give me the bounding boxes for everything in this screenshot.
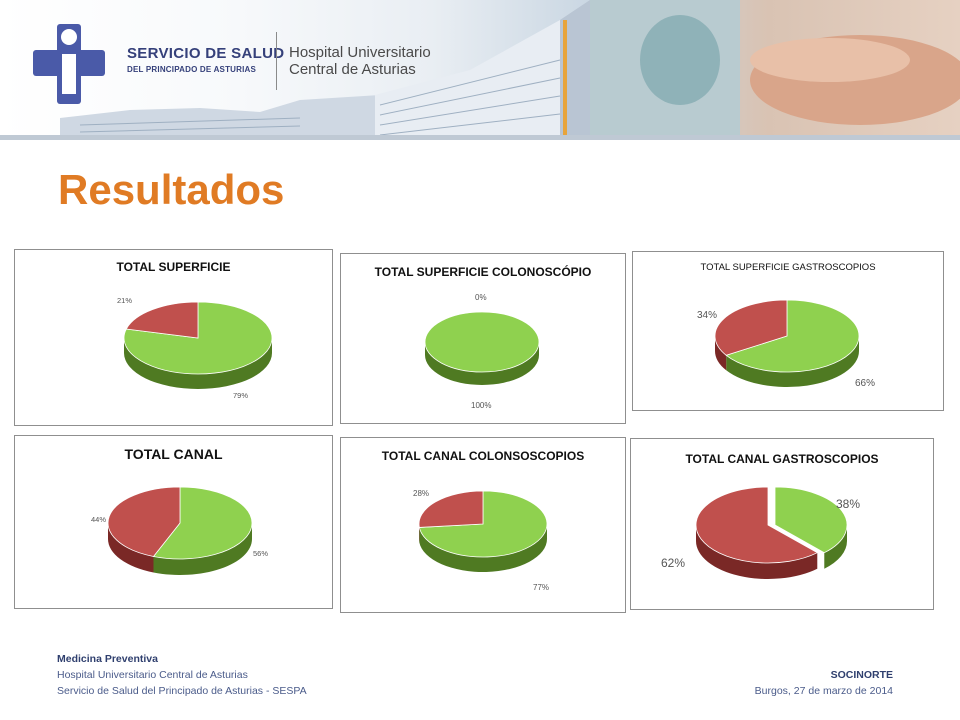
footer-place-date: Burgos, 27 de marzo de 2014 [754, 685, 893, 697]
chart-title: TOTAL CANAL COLONSOSCOPIOS [381, 449, 585, 463]
pie-slice-side [696, 525, 818, 579]
sespa-logo-icon [33, 24, 105, 104]
org-name: SERVICIO DE SALUD DEL PRINCIPADO DE ASTU… [127, 45, 284, 74]
hands-image [750, 35, 960, 125]
footer-right: SOCINORTE Burgos, 27 de marzo de 2014 [755, 667, 893, 699]
chart-panel-total-canal-gastroscopios: TOTAL CANAL GASTROSCOPIOS 38% 62% [630, 438, 934, 610]
pie-slice [774, 486, 848, 554]
pie-slice [107, 486, 181, 557]
pie-chart [695, 486, 848, 579]
chart-panel-total-superficie-gastroscopios: TOTAL SUPERFICIE GASTROSCOPIOS 66% 34% [632, 251, 944, 411]
pie-slice [418, 490, 484, 528]
data-label: 34% [697, 310, 718, 321]
pie-slice-side [726, 336, 859, 387]
pie-slice [424, 311, 540, 373]
chart-title: TOTAL SUPERFICIE COLONOSCÓPIO [374, 265, 592, 279]
logo-area: SERVICIO DE SALUD DEL PRINCIPADO DE ASTU… [0, 0, 460, 140]
hospital-line-1: Hospital Universitario [289, 44, 431, 61]
pie-slice-side [419, 524, 547, 572]
hospital-name: Hospital Universitario Central de Asturi… [289, 44, 431, 78]
pie-slice-side [824, 525, 847, 569]
pie-chart [123, 301, 273, 389]
pie-slice-side [425, 342, 539, 385]
pie-slice-side [108, 523, 154, 573]
chart-title: TOTAL CANAL GASTROSCOPIOS [685, 452, 879, 466]
org-line-1: SERVICIO DE SALUD [127, 45, 285, 62]
logo-divider [276, 32, 277, 90]
pie-slice-side [153, 523, 253, 575]
footer-event: SOCINORTE [830, 669, 893, 681]
data-label: 79% [233, 391, 249, 400]
slide-title: Resultados [58, 166, 285, 213]
hospital-building-image [60, 0, 590, 140]
pie-slice [125, 301, 199, 339]
pie-slice-side [124, 338, 272, 389]
footer-hospital: Hospital Universitario Central de Asturi… [57, 669, 248, 681]
chart-title: TOTAL CANAL [124, 446, 223, 462]
data-label: 28% [413, 489, 430, 498]
chart-title: TOTAL SUPERFICIE [116, 260, 231, 274]
banner-art [0, 0, 960, 140]
data-label: 62% [661, 556, 686, 570]
pie-chart [107, 486, 253, 575]
data-label: 66% [855, 378, 876, 389]
footer-left: Medicina Preventiva Hospital Universitar… [57, 651, 307, 699]
chart-panel-total-canal-colonsoscopios: TOTAL CANAL COLONSOSCOPIOS 77% 28% [340, 437, 626, 613]
data-label: 77% [533, 583, 550, 592]
chart-panel-total-superficie-colonoscopio: TOTAL SUPERFICIE COLONOSCÓPIO 100% 0% [340, 253, 626, 424]
chart-panel-total-superficie: TOTAL SUPERFICIE 79% 21% [14, 249, 333, 426]
pie-slice [714, 299, 788, 356]
data-label: 44% [91, 515, 107, 524]
pie-slice [695, 486, 819, 564]
data-label: 21% [117, 296, 133, 305]
header-banner: SERVICIO DE SALUD DEL PRINCIPADO DE ASTU… [0, 0, 960, 140]
pie-chart [418, 490, 548, 572]
data-label: 0% [475, 293, 487, 302]
chart-panel-total-canal: TOTAL CANAL 56% 44% [14, 435, 333, 609]
hospital-line-2: Central de Asturias [289, 61, 416, 78]
pie-slice [152, 486, 253, 560]
data-label: 100% [471, 401, 492, 410]
org-line-2: DEL PRINCIPADO DE ASTURIAS [127, 65, 257, 74]
footer-service: Servicio de Salud del Principado de Astu… [57, 685, 307, 697]
pie-chart [714, 299, 860, 387]
pie-chart [424, 311, 540, 385]
pie-slice-side [715, 336, 727, 371]
data-label: 38% [836, 497, 861, 511]
pie-slice [725, 299, 860, 373]
data-label: 56% [253, 549, 269, 558]
chart-title: TOTAL SUPERFICIE GASTROSCOPIOS [700, 262, 876, 273]
medical-staff-image [590, 0, 740, 140]
footer-dept: Medicina Preventiva [57, 653, 158, 665]
